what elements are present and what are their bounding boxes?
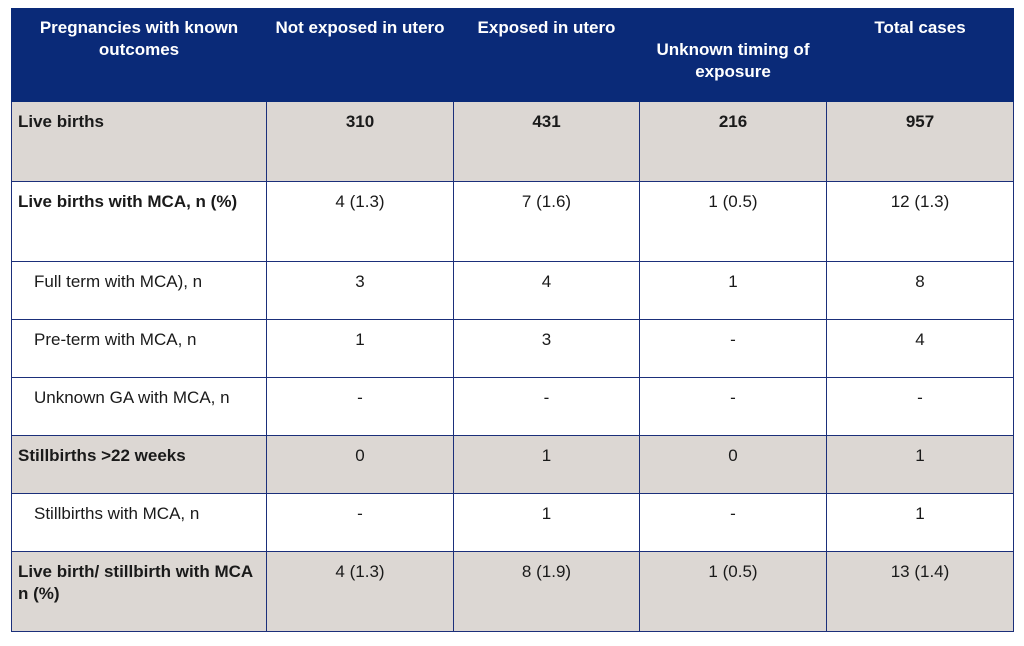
outcomes-table-container: Pregnancies with known outcomes Not expo… bbox=[11, 8, 1014, 632]
pregnancy-outcomes-table: Pregnancies with known outcomes Not expo… bbox=[11, 8, 1014, 632]
cell-not-exposed: - bbox=[266, 377, 454, 436]
cell-total: 1 bbox=[826, 435, 1014, 494]
row-label: Live birth/ stillbirth with MCA n (%) bbox=[11, 551, 267, 632]
cell-unknown-timing: - bbox=[639, 493, 827, 552]
cell-unknown-timing: 1 (0.5) bbox=[639, 181, 827, 262]
cell-not-exposed: 3 bbox=[266, 261, 454, 320]
cell-not-exposed: 1 bbox=[266, 319, 454, 378]
table-row-live-births-mca: Live births with MCA, n (%) 4 (1.3) 7 (1… bbox=[11, 181, 1014, 262]
cell-total: 8 bbox=[826, 261, 1014, 320]
cell-exposed: 8 (1.9) bbox=[453, 551, 640, 632]
table-row-live-births: Live births 310 431 216 957 bbox=[11, 101, 1014, 182]
table-row-pre-term: Pre-term with MCA, n 1 3 - 4 bbox=[11, 319, 1014, 378]
cell-unknown-timing: 1 (0.5) bbox=[639, 551, 827, 632]
cell-not-exposed: 310 bbox=[266, 101, 454, 182]
header-exposed: Exposed in utero bbox=[453, 8, 640, 102]
cell-exposed: 7 (1.6) bbox=[453, 181, 640, 262]
table-row-stillbirths: Stillbirths >22 weeks 0 1 0 1 bbox=[11, 435, 1014, 494]
table-row-unknown-ga: Unknown GA with MCA, n - - - - bbox=[11, 377, 1014, 436]
table-row-full-term: Full term with MCA), n 3 4 1 8 bbox=[11, 261, 1014, 320]
cell-exposed: 1 bbox=[453, 493, 640, 552]
row-label: Full term with MCA), n bbox=[11, 261, 267, 320]
cell-exposed: 4 bbox=[453, 261, 640, 320]
row-label: Stillbirths >22 weeks bbox=[11, 435, 267, 494]
cell-total: 12 (1.3) bbox=[826, 181, 1014, 262]
cell-not-exposed: 4 (1.3) bbox=[266, 181, 454, 262]
cell-total: 13 (1.4) bbox=[826, 551, 1014, 632]
cell-total: 4 bbox=[826, 319, 1014, 378]
cell-not-exposed: 4 (1.3) bbox=[266, 551, 454, 632]
row-label: Pre-term with MCA, n bbox=[11, 319, 267, 378]
cell-exposed: 1 bbox=[453, 435, 640, 494]
cell-exposed: - bbox=[453, 377, 640, 436]
table-header-row: Pregnancies with known outcomes Not expo… bbox=[11, 8, 1014, 102]
table-row-total-mca: Live birth/ stillbirth with MCA n (%) 4 … bbox=[11, 551, 1014, 632]
header-pregnancies-known-outcomes: Pregnancies with known outcomes bbox=[11, 8, 267, 102]
cell-not-exposed: 0 bbox=[266, 435, 454, 494]
header-unknown-timing: Unknown timing of exposure bbox=[639, 8, 827, 102]
cell-total: - bbox=[826, 377, 1014, 436]
cell-exposed: 3 bbox=[453, 319, 640, 378]
cell-total: 1 bbox=[826, 493, 1014, 552]
cell-unknown-timing: - bbox=[639, 319, 827, 378]
cell-unknown-timing: 1 bbox=[639, 261, 827, 320]
cell-not-exposed: - bbox=[266, 493, 454, 552]
row-label: Unknown GA with MCA, n bbox=[11, 377, 267, 436]
header-not-exposed: Not exposed in utero bbox=[266, 8, 454, 102]
cell-unknown-timing: 216 bbox=[639, 101, 827, 182]
cell-unknown-timing: - bbox=[639, 377, 827, 436]
cell-exposed: 431 bbox=[453, 101, 640, 182]
row-label: Stillbirths with MCA, n bbox=[11, 493, 267, 552]
header-total-cases: Total cases bbox=[826, 8, 1014, 102]
row-label: Live births bbox=[11, 101, 267, 182]
cell-unknown-timing: 0 bbox=[639, 435, 827, 494]
cell-total: 957 bbox=[826, 101, 1014, 182]
row-label: Live births with MCA, n (%) bbox=[11, 181, 267, 262]
table-row-stillbirths-mca: Stillbirths with MCA, n - 1 - 1 bbox=[11, 493, 1014, 552]
